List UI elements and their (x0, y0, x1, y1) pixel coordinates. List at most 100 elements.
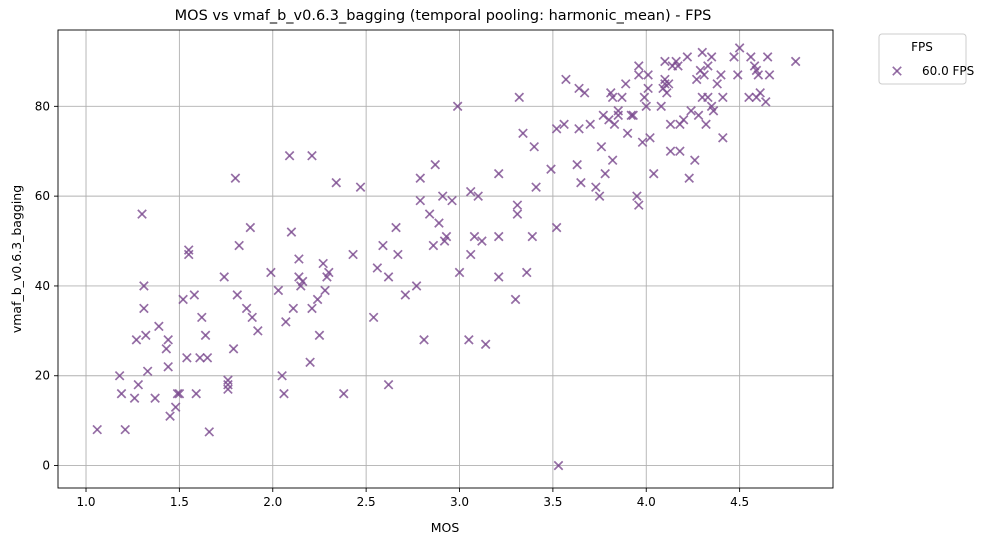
data-point (661, 88, 672, 98)
data-point (348, 249, 358, 260)
data-point (576, 177, 586, 188)
data-point (473, 191, 483, 201)
data-point (600, 168, 610, 179)
data-point (200, 330, 211, 341)
data-point (665, 146, 676, 157)
data-point (447, 195, 457, 206)
data-point (196, 312, 207, 323)
data-point (477, 236, 487, 246)
data-point (617, 92, 627, 103)
data-point (172, 388, 183, 399)
data-point (307, 150, 317, 161)
y-tick-label: 40 (35, 279, 50, 293)
data-point (372, 263, 383, 273)
data-point (202, 352, 213, 363)
x-tick-label: 3.0 (450, 495, 469, 509)
data-point (183, 249, 194, 260)
data-point (734, 43, 745, 53)
x-tick-label: 1.0 (76, 495, 95, 509)
data-point (551, 123, 562, 134)
data-point (622, 128, 633, 139)
x-tick-label: 1.5 (170, 495, 189, 509)
data-point (204, 427, 215, 437)
data-point (114, 370, 125, 381)
data-point (639, 92, 650, 103)
data-point (297, 276, 308, 287)
data-point (137, 209, 147, 219)
legend-marker-x (892, 66, 902, 76)
x-tick-label: 3.5 (543, 495, 562, 509)
data-point (307, 303, 317, 314)
data-point (424, 209, 435, 219)
data-point (510, 294, 521, 305)
data-point (170, 402, 181, 412)
data-point (92, 424, 103, 435)
data-point (464, 335, 474, 345)
data-point (355, 182, 366, 192)
data-point (178, 294, 188, 305)
data-point (116, 388, 127, 399)
data-point (266, 267, 276, 278)
data-point (154, 321, 164, 332)
plot-area-frame (57, 29, 834, 489)
data-point (288, 303, 299, 314)
data-point (411, 281, 422, 291)
data-point (312, 294, 323, 305)
data-point (585, 119, 596, 130)
data-point (174, 388, 185, 399)
data-point (527, 231, 538, 242)
data-point (643, 70, 653, 80)
grid-lines (58, 30, 833, 488)
legend-box (878, 33, 967, 85)
data-point (163, 361, 173, 372)
data-point (331, 177, 342, 188)
data-point (284, 150, 295, 161)
legend-marker-glyph (892, 66, 902, 76)
data-point (546, 164, 556, 174)
data-point (131, 335, 142, 345)
data-point (663, 79, 674, 89)
data-point (514, 92, 525, 103)
data-point (393, 249, 403, 260)
data-point (712, 79, 723, 89)
y-axis-title: vmaf_b_v0.6.3_bagging (9, 185, 24, 333)
data-point (273, 285, 284, 296)
data-point (708, 106, 719, 116)
data-point (648, 168, 659, 179)
data-point (281, 317, 291, 327)
data-point (247, 312, 258, 323)
data-point (561, 74, 571, 85)
data-point (574, 123, 584, 134)
data-point (620, 79, 631, 89)
data-point (323, 267, 334, 278)
data-point (762, 52, 773, 62)
data-point (493, 231, 504, 242)
data-point (691, 74, 702, 85)
data-point (703, 61, 713, 71)
data-point (139, 303, 149, 314)
data-point (718, 92, 728, 103)
data-point (609, 119, 620, 130)
legend: FPS 60.0 FPS (878, 33, 974, 85)
data-point (699, 70, 709, 80)
data-point (191, 388, 201, 399)
data-point (690, 155, 700, 166)
data-point (643, 83, 653, 94)
data-point (469, 231, 480, 242)
data-point (400, 290, 411, 300)
data-point (744, 92, 754, 103)
data-point (684, 173, 695, 183)
data-point (693, 110, 704, 121)
data-point (415, 195, 426, 206)
data-point (139, 281, 149, 291)
data-point (678, 115, 689, 125)
data-point (383, 272, 394, 282)
data-point (645, 132, 655, 143)
data-point (607, 155, 618, 166)
data-points (92, 43, 801, 471)
data-point (133, 379, 144, 390)
data-point (613, 106, 624, 116)
data-point (512, 209, 523, 219)
data-point (219, 272, 230, 282)
data-point (245, 222, 256, 233)
